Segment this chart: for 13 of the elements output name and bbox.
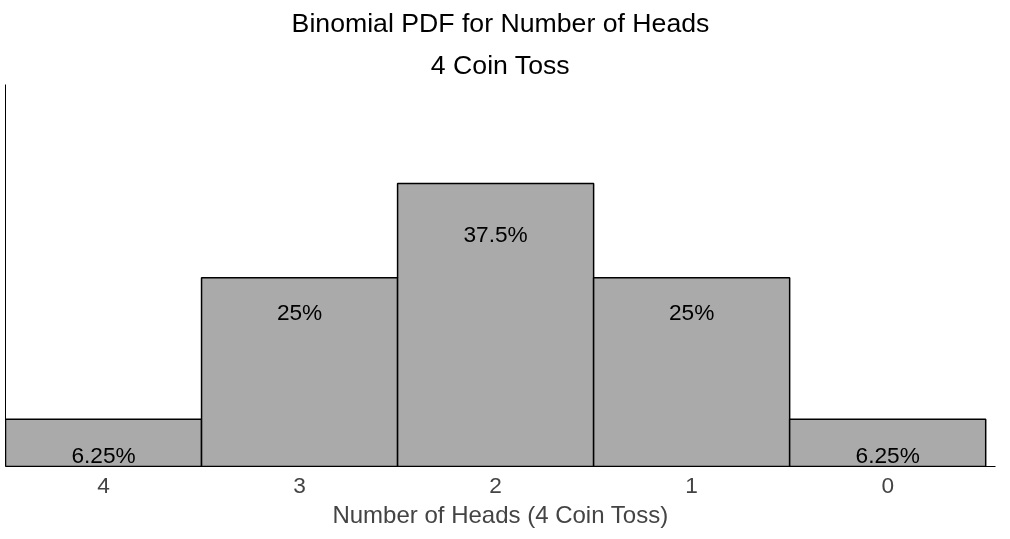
x-tick-label: 1 <box>685 471 698 498</box>
x-axis-title: Number of Heads (4 Coin Toss) <box>332 500 669 528</box>
x-tick-label: 2 <box>489 471 502 498</box>
chart-title: Binomial PDF for Number of Heads <box>291 7 710 38</box>
data-label: 25% <box>276 298 323 325</box>
data-label: 6.25% <box>855 441 920 468</box>
chart-subtitle: 4 Coin Toss <box>430 49 570 80</box>
data-label: 6.25% <box>71 441 136 468</box>
x-tick-label: 0 <box>881 471 894 498</box>
data-label: 37.5% <box>463 221 528 248</box>
x-tick-label: 4 <box>97 471 110 498</box>
data-label: 25% <box>668 298 715 325</box>
x-tick-label: 3 <box>293 471 306 498</box>
